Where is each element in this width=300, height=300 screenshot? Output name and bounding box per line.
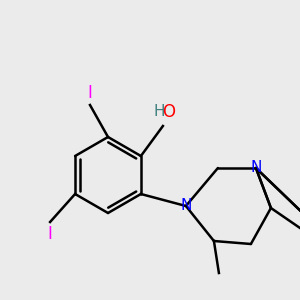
Text: H: H <box>153 104 165 119</box>
Text: I: I <box>88 84 92 102</box>
Text: N: N <box>250 160 262 175</box>
Text: O: O <box>162 103 176 121</box>
Text: N: N <box>180 199 192 214</box>
Text: I: I <box>48 225 52 243</box>
